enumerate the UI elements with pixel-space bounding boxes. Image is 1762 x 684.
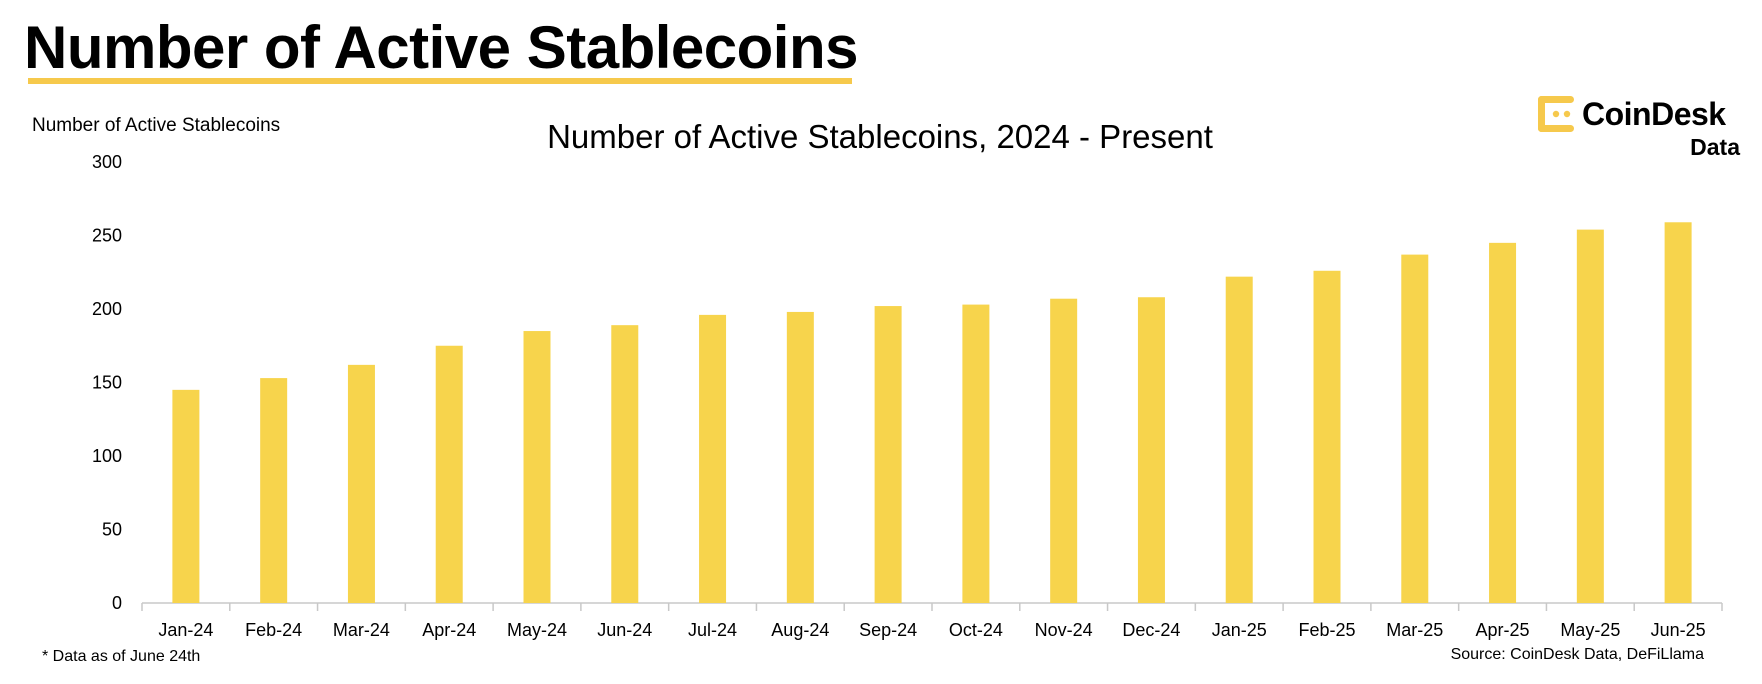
page-title: Number of Active Stablecoins xyxy=(24,14,858,81)
y-axis-title: Number of Active Stablecoins xyxy=(32,115,281,136)
bar xyxy=(347,364,375,603)
x-tick-label: Jun-24 xyxy=(597,620,652,640)
coindesk-logo: CoinDesk Data xyxy=(1536,94,1746,160)
x-tick-label: Apr-25 xyxy=(1476,620,1530,640)
bar xyxy=(1225,276,1253,603)
bar xyxy=(962,304,990,603)
bar xyxy=(1137,297,1165,603)
bar xyxy=(523,331,551,603)
bar xyxy=(1050,298,1078,603)
bar xyxy=(1489,242,1517,603)
x-tick-label: Dec-24 xyxy=(1122,620,1180,640)
x-tick-label: Jul-24 xyxy=(688,620,737,640)
x-tick-label: Mar-24 xyxy=(333,620,390,640)
y-tick-label: 50 xyxy=(102,520,122,540)
x-tick-label: Jan-25 xyxy=(1212,620,1267,640)
x-tick-label: Jun-25 xyxy=(1651,620,1706,640)
coindesk-logo-sub: Data xyxy=(1690,134,1740,160)
coindesk-logo-word: CoinDesk xyxy=(1582,96,1726,132)
coindesk-logo-icon xyxy=(1538,96,1574,132)
x-tick-label: Oct-24 xyxy=(949,620,1003,640)
bar xyxy=(260,378,288,603)
y-tick-label: 0 xyxy=(112,593,122,613)
bar xyxy=(611,325,639,603)
y-tick-label: 150 xyxy=(92,373,122,393)
x-tick-label: Nov-24 xyxy=(1035,620,1093,640)
x-tick-label: Jan-24 xyxy=(158,620,213,640)
bar xyxy=(172,389,200,603)
x-tick-label: May-24 xyxy=(507,620,567,640)
bar xyxy=(1576,229,1604,603)
bar xyxy=(1313,270,1341,603)
y-tick-label: 250 xyxy=(92,226,122,246)
bar xyxy=(699,314,727,603)
bar xyxy=(435,345,463,603)
y-tick-label: 100 xyxy=(92,446,122,466)
title-underline xyxy=(28,78,852,84)
x-tick-label: Aug-24 xyxy=(771,620,829,640)
x-tick-label: Feb-24 xyxy=(245,620,302,640)
bar xyxy=(1664,222,1692,603)
source-note: Source: CoinDesk Data, DeFiLlama xyxy=(1450,646,1704,663)
x-tick-label: Feb-25 xyxy=(1298,620,1355,640)
bar xyxy=(874,306,902,603)
footnote: * Data as of June 24th xyxy=(42,648,201,665)
chart-title: Number of Active Stablecoins, 2024 - Pre… xyxy=(547,118,1213,155)
x-tick-label: Apr-24 xyxy=(422,620,476,640)
x-tick-label: May-25 xyxy=(1560,620,1620,640)
x-tick-label: Mar-25 xyxy=(1386,620,1443,640)
bar xyxy=(786,311,814,603)
bar xyxy=(1401,254,1429,604)
x-tick-label: Sep-24 xyxy=(859,620,917,640)
y-tick-label: 300 xyxy=(92,152,122,172)
y-tick-label: 200 xyxy=(92,299,122,319)
